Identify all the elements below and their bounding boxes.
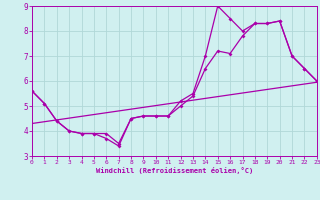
X-axis label: Windchill (Refroidissement éolien,°C): Windchill (Refroidissement éolien,°C) — [96, 167, 253, 174]
